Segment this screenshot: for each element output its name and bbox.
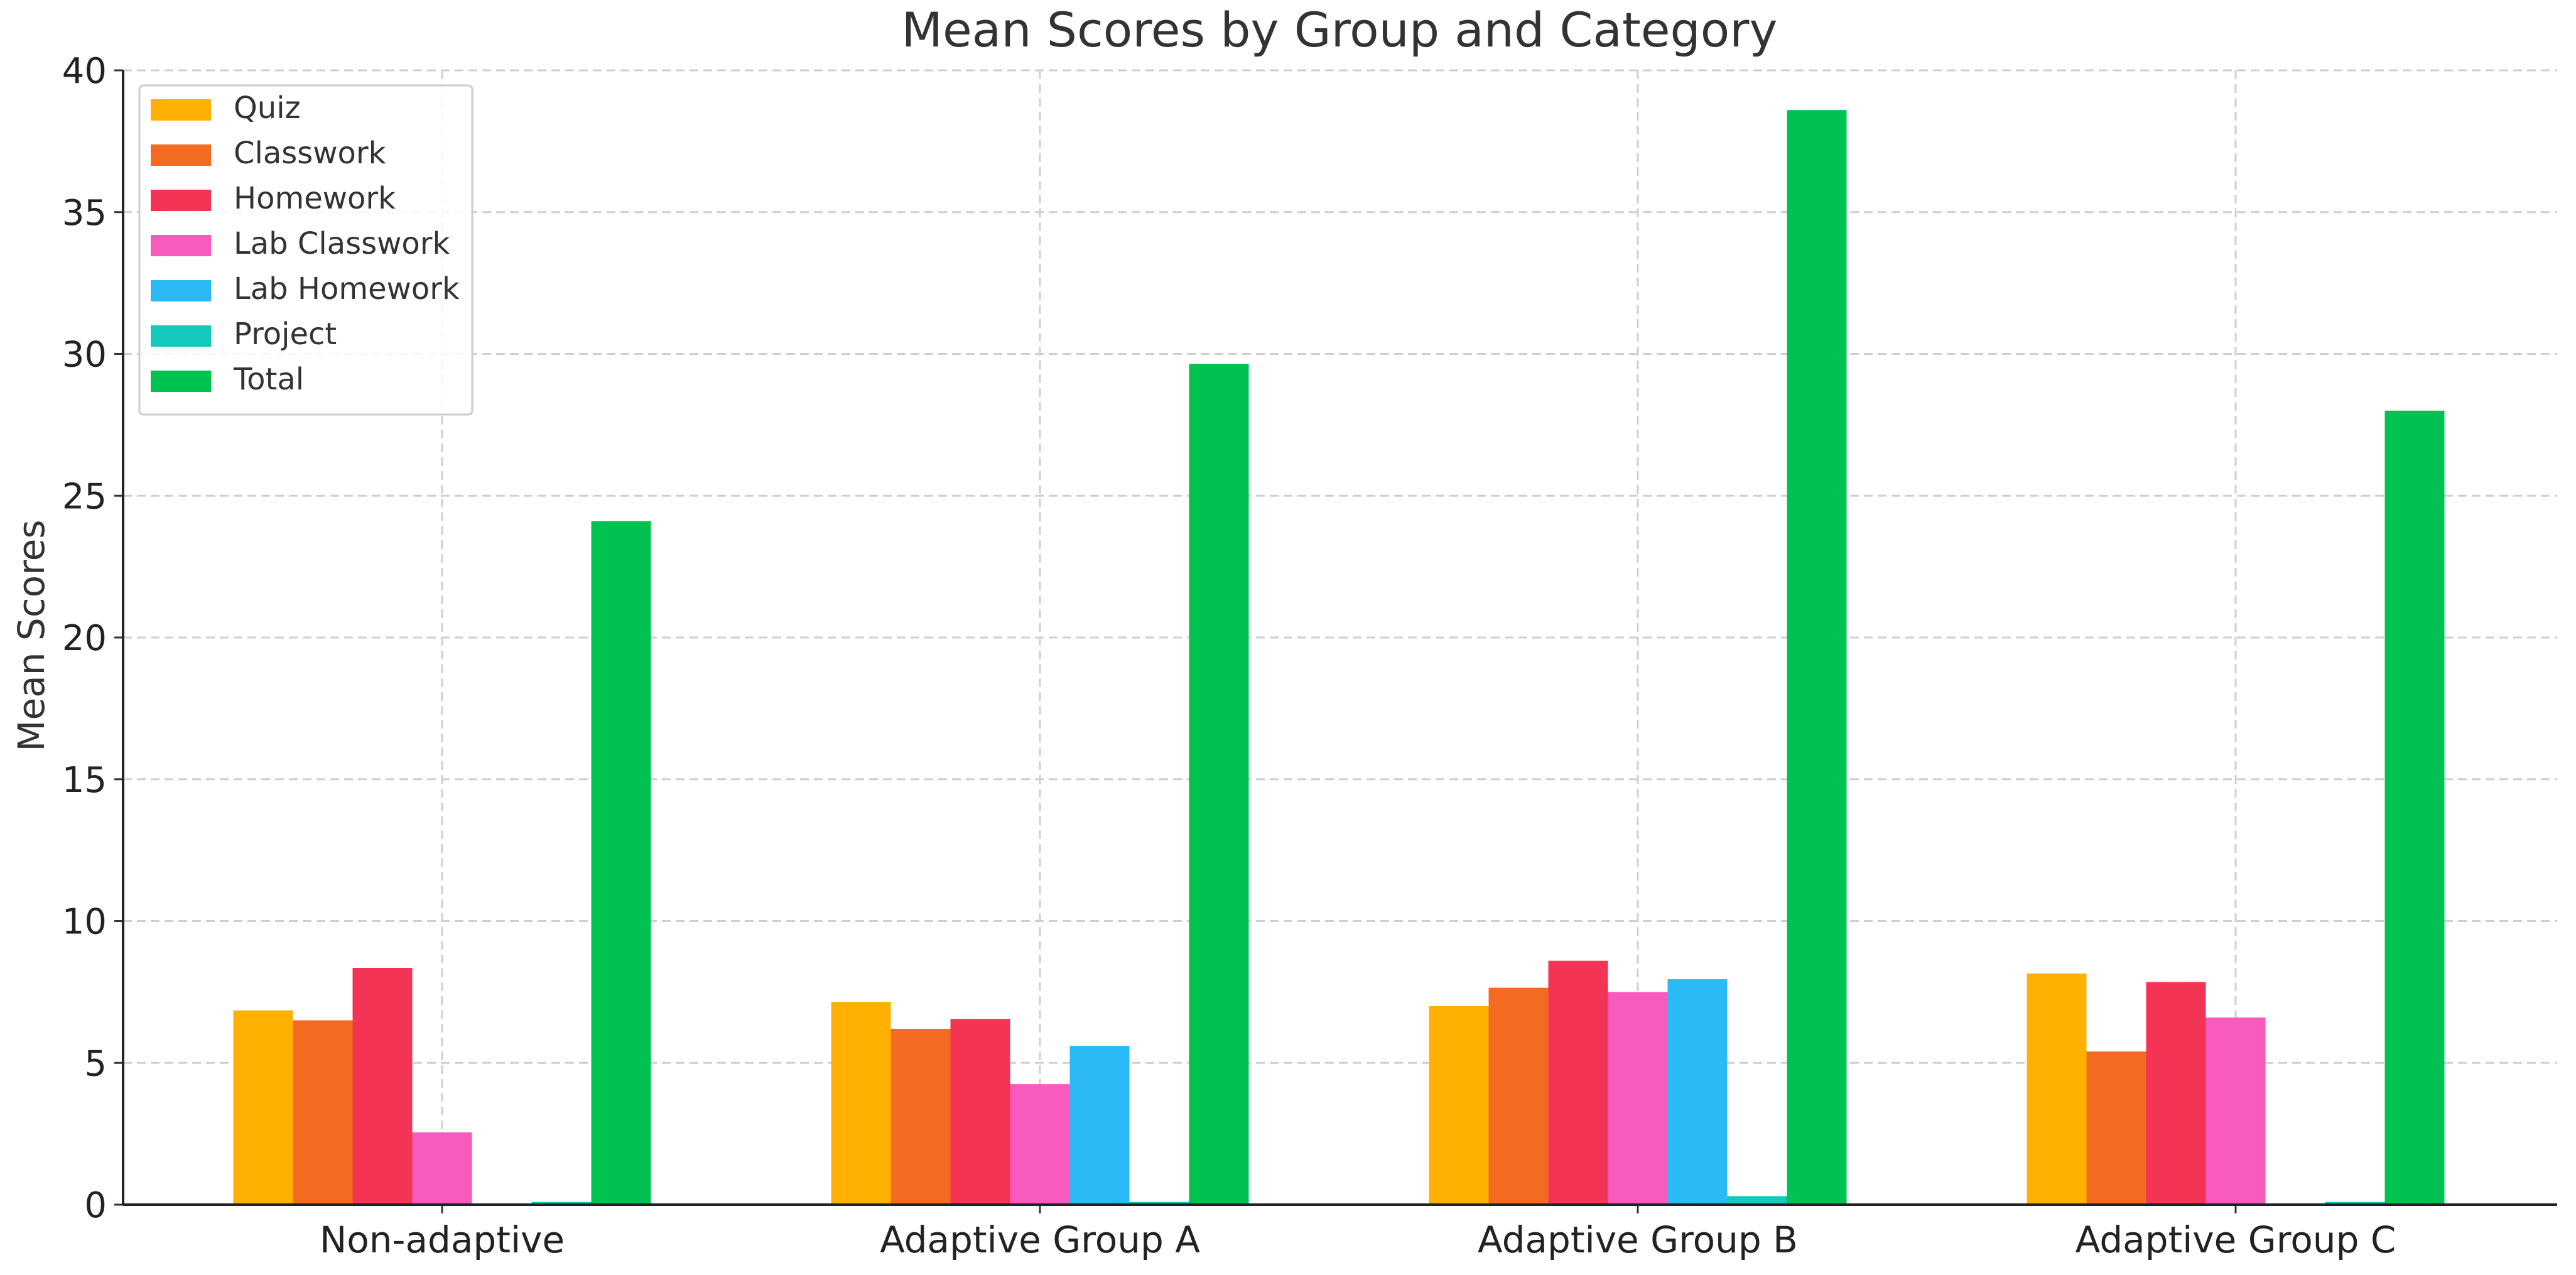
legend: Quiz Classwork Homework Lab Classwork Lab Ho…	[138, 84, 474, 416]
bar-total	[2384, 410, 2445, 1205]
legend-label-lab-homework: Lab Homework	[234, 271, 460, 307]
bar-total	[1189, 364, 1249, 1205]
legend-label-classwork: Classwork	[234, 136, 386, 171]
y-axis-label: Mean Scores	[10, 519, 53, 751]
x-tick-label: Adaptive Group A	[880, 1218, 1200, 1261]
legend-swatch-homework	[151, 190, 211, 211]
grid-lines	[123, 69, 2557, 1205]
bar-project	[2325, 1202, 2385, 1205]
chart-title: Mean Scores by Group and Category	[901, 2, 1777, 58]
bar-quiz	[2027, 974, 2087, 1205]
legend-swatch-quiz	[151, 99, 211, 121]
bar-project	[1727, 1196, 1787, 1205]
bar-quiz	[233, 1010, 293, 1205]
y-tick-label: 35	[62, 193, 107, 234]
legend-label-quiz: Quiz	[234, 90, 301, 126]
y-tick-label: 25	[62, 476, 107, 517]
y-tick-label: 15	[62, 760, 107, 801]
bar-lab-homework	[1667, 979, 1728, 1205]
bar-project	[1129, 1202, 1189, 1205]
x-tick-label: Adaptive Group B	[1478, 1218, 1798, 1261]
tick-labels: 0 5 10 15 20 25 30 35 40 Non-adaptive Adaptive Gro…	[62, 51, 2396, 1261]
bar-total	[591, 521, 651, 1205]
legend-label-lab-classwork: Lab Classwork	[234, 226, 450, 261]
bar-homework	[1548, 960, 1608, 1205]
axes	[114, 69, 2557, 1213]
bar-homework	[352, 967, 413, 1205]
bar-classwork	[890, 1029, 951, 1205]
x-tick-label: Adaptive Group C	[2075, 1218, 2396, 1261]
legend-label-project: Project	[234, 317, 337, 352]
bar-homework	[950, 1019, 1010, 1205]
bars	[233, 110, 2445, 1205]
x-tick-label: Non-adaptive	[320, 1218, 565, 1261]
legend-box	[138, 84, 474, 416]
y-tick-label: 10	[62, 902, 107, 943]
legend-swatch-lab-classwork	[151, 235, 211, 256]
y-tick-label: 30	[62, 335, 107, 376]
y-tick-label: 0	[84, 1185, 107, 1226]
bar-lab-classwork	[412, 1132, 472, 1205]
bar-lab-classwork	[2205, 1017, 2266, 1205]
legend-label-homework: Homework	[234, 181, 396, 216]
legend-swatch-project	[151, 325, 211, 347]
bar-lab-homework	[1069, 1046, 1130, 1205]
bar-lab-classwork	[1608, 992, 1668, 1205]
legend-swatch-lab-homework	[151, 280, 211, 301]
legend-swatch-classwork	[151, 144, 211, 166]
bar-quiz	[831, 1002, 891, 1205]
bar-classwork	[293, 1020, 353, 1205]
bar-classwork	[2086, 1051, 2146, 1205]
bar-quiz	[1429, 1006, 1489, 1205]
bar-homework	[2146, 982, 2206, 1205]
y-tick-label: 20	[62, 618, 107, 659]
bar-total	[1787, 110, 1847, 1205]
legend-label-total: Total	[233, 362, 304, 397]
y-tick-label: 40	[62, 51, 107, 92]
bar-lab-classwork	[1010, 1084, 1070, 1205]
legend-swatch-total	[151, 371, 211, 392]
bar-project	[531, 1202, 592, 1205]
y-tick-label: 5	[84, 1043, 107, 1084]
bar-classwork	[1488, 987, 1549, 1205]
